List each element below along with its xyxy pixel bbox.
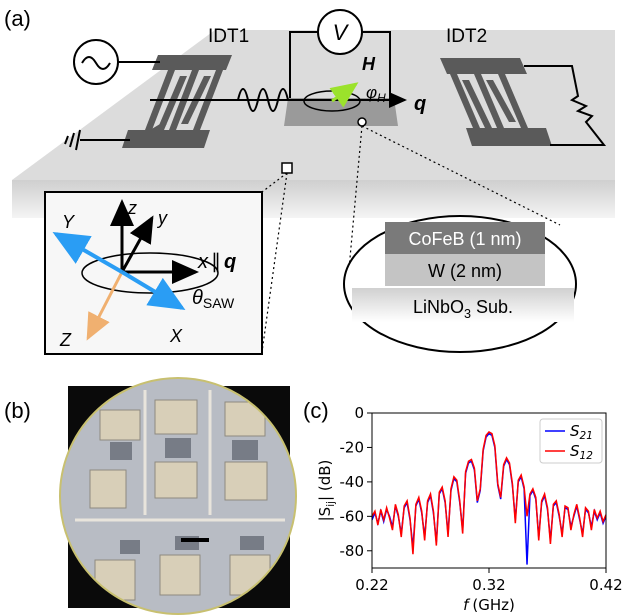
y-tick-label: -20 [340, 438, 365, 456]
text: Sub. [471, 297, 513, 317]
y-tick-label: -40 [340, 473, 365, 491]
symbol: φ [366, 83, 377, 102]
voltmeter-label: V [333, 20, 350, 45]
symbol: S [570, 442, 580, 460]
axis-label: Z [59, 330, 72, 350]
layer-label: CoFeB (1 nm) [408, 229, 521, 249]
zoom-marker [358, 118, 366, 126]
symbol: θ [192, 287, 203, 309]
idt-pad [466, 128, 552, 146]
figure: (a) IDT1 IDT2 V H φH q z y Y X Z x∥q θSA… [0, 0, 631, 616]
x-tick-label: 0.42 [589, 576, 622, 594]
subscript: 12 [580, 450, 594, 462]
y-tick-label: 0 [354, 404, 364, 422]
y-tick-label: -60 [340, 507, 365, 525]
layer-label: W (2 nm) [428, 261, 502, 281]
text: |S [316, 507, 334, 522]
symbol: q [224, 251, 236, 273]
unit: (GHz) [472, 596, 514, 614]
symbol: S [570, 422, 580, 440]
subscript: SAW [203, 295, 235, 311]
field-label: H [362, 54, 376, 74]
idt-pad [122, 130, 210, 148]
panel-label: (b) [4, 398, 31, 423]
axis-label: Y [62, 212, 76, 232]
panel-a: (a) IDT1 IDT2 V H φH q z y Y X Z x∥q θSA… [4, 6, 615, 354]
y-tick-label: -80 [340, 542, 365, 560]
axis-label: x∥q [197, 251, 236, 273]
subscript: 3 [464, 307, 471, 321]
x-tick-label: 0.32 [472, 576, 505, 594]
symbol: ∥ [211, 251, 221, 273]
text: LiNbO [413, 297, 464, 317]
idt-label: IDT2 [446, 26, 487, 47]
x-axis-label: f(GHz) [463, 596, 515, 614]
idt-pad [152, 55, 232, 70]
symbol: x [197, 251, 209, 273]
idt-pad [440, 58, 527, 74]
axis-label: y [156, 208, 168, 228]
panel-b: (b) [4, 378, 300, 616]
text: | (dB) [316, 460, 334, 501]
axis-label: X [169, 326, 183, 346]
idt-label: IDT1 [208, 26, 249, 47]
x-tick-label: 0.22 [355, 576, 388, 594]
symbol: f [463, 596, 471, 614]
panel-label: (a) [4, 6, 31, 31]
q-label: q [414, 93, 426, 115]
axis-label: z [127, 198, 137, 218]
zoom-marker [282, 163, 292, 173]
subscript: 21 [580, 430, 593, 442]
subscript: H [377, 91, 386, 105]
y-axis-label: |Sij| (dB) [316, 460, 337, 522]
panel-label: (c) [303, 398, 329, 423]
